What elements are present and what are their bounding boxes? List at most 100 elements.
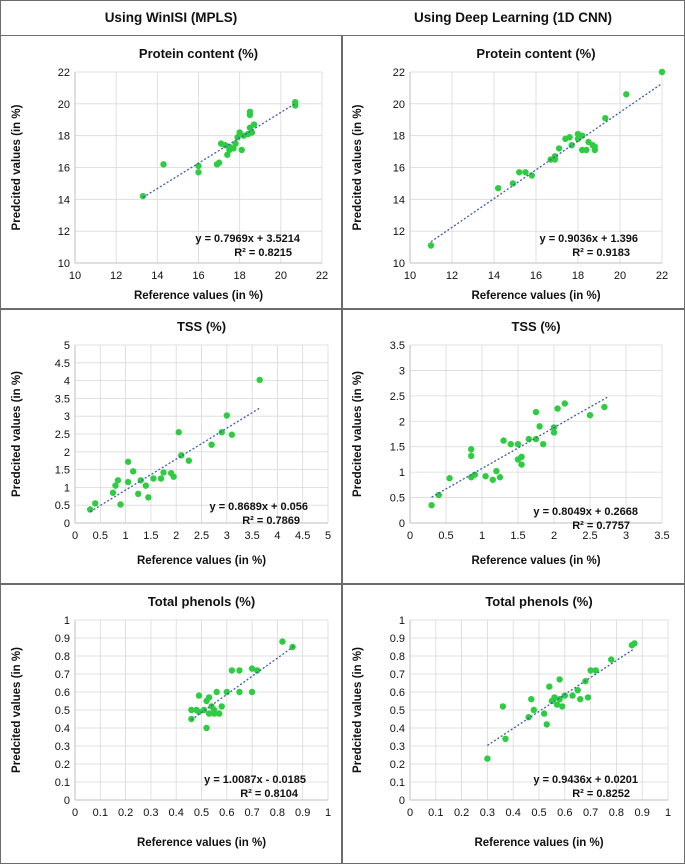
data-point bbox=[536, 423, 543, 430]
x-tick-label: 0.7 bbox=[583, 807, 598, 819]
trendline bbox=[89, 407, 261, 513]
x-tick-label: 1.5 bbox=[143, 530, 158, 542]
y-axis-label: Predcited values (in %) bbox=[11, 647, 23, 773]
x-tick-label: 0.9 bbox=[295, 807, 310, 819]
x-tick-label: 1 bbox=[479, 530, 485, 542]
data-point bbox=[551, 694, 558, 701]
data-point bbox=[591, 143, 598, 151]
data-point bbox=[223, 412, 230, 419]
data-point bbox=[502, 735, 509, 742]
trendline bbox=[430, 83, 663, 243]
x-tick-label: 20 bbox=[614, 270, 626, 282]
data-point bbox=[175, 429, 182, 436]
data-point bbox=[170, 473, 177, 480]
x-tick-label: 22 bbox=[656, 270, 668, 282]
data-point bbox=[584, 694, 592, 701]
data-point bbox=[142, 482, 150, 489]
chart-title: Total phenols (%) bbox=[148, 594, 255, 609]
chart-title: TSS (%) bbox=[177, 319, 226, 334]
x-axis-label: Reference values (in %) bbox=[474, 837, 603, 849]
y-tick-label: 3.5 bbox=[390, 340, 405, 352]
y-axis-label: Predcited values (in %) bbox=[11, 104, 23, 230]
y-tick-label: 0.6 bbox=[390, 687, 405, 699]
y-tick-label: 14 bbox=[58, 194, 70, 206]
y-tick-label: 1.5 bbox=[390, 442, 405, 454]
chart-protein-mpls: 10 12 14 16 18 20 22 10 12 14 16 18 20 22 Protein cont… bbox=[11, 46, 328, 302]
data-point bbox=[496, 474, 504, 481]
x-tick-label: 0.2 bbox=[454, 807, 469, 819]
data-point bbox=[507, 440, 514, 448]
y-tick-label: 1 bbox=[399, 615, 405, 627]
y-tick-label: 0.1 bbox=[55, 777, 70, 789]
chart-title: Total phenols (%) bbox=[485, 594, 592, 609]
x-tick-label: 16 bbox=[192, 270, 204, 282]
x-tick-label: 1 bbox=[123, 530, 129, 542]
trendline bbox=[142, 103, 296, 198]
x-axis-label: Reference values (in %) bbox=[137, 837, 266, 849]
data-point bbox=[210, 710, 218, 717]
chart-phenols-cnn: 0 0.1 0.2 0.3 0.4 0.5 0.6 0.7 0.8 0.9 1 0 0.1 0.2 0.3 0… bbox=[352, 594, 671, 849]
data-point bbox=[203, 724, 210, 732]
data-point bbox=[631, 640, 638, 647]
x-tick-label: 0 bbox=[407, 807, 413, 819]
chart-tss-cnn: 0 0.5 1 1.5 2 2.5 3 3.5 0 0.5 1 1.5 2 2.5 3 3.5 TSS (%) R… bbox=[352, 319, 670, 567]
x-tick-label: 4 bbox=[274, 530, 280, 542]
data-point bbox=[583, 146, 590, 154]
data-point bbox=[135, 490, 142, 498]
data-point bbox=[516, 169, 523, 176]
data-point bbox=[499, 703, 507, 710]
data-point bbox=[608, 656, 615, 663]
data-point bbox=[238, 146, 245, 154]
data-point bbox=[114, 477, 122, 484]
data-point bbox=[139, 192, 147, 200]
data-point bbox=[216, 710, 223, 717]
y-tick-label: 0.5 bbox=[55, 500, 70, 512]
chart-tss-mpls: 0 0.5 1 1.5 2 2.5 3 3.5 4 4.5 5 0 0.5 1 1.5 2 2.5 3 3.5 4 4.… bbox=[11, 319, 331, 567]
x-tick-label: 5 bbox=[325, 530, 331, 542]
data-point bbox=[157, 475, 165, 482]
data-point bbox=[195, 692, 203, 699]
y-tick-label: 14 bbox=[393, 194, 405, 206]
x-axis-label: Reference values (in %) bbox=[471, 290, 600, 302]
data-point bbox=[555, 145, 563, 152]
y-tick-label: 0 bbox=[64, 795, 70, 807]
y-tick-label: 2.5 bbox=[55, 429, 70, 441]
y-tick-label: 1 bbox=[64, 482, 70, 494]
y-tick-label: 0.7 bbox=[390, 669, 405, 681]
header-right: Using Deep Learning (1D CNN) bbox=[413, 10, 613, 25]
data-point bbox=[248, 129, 256, 136]
r-squared: R² = 0.8252 bbox=[572, 788, 630, 800]
x-tick-label: 2.5 bbox=[194, 530, 209, 542]
y-tick-label: 0.8 bbox=[55, 651, 70, 663]
x-tick-label: 1 bbox=[325, 807, 331, 819]
data-point bbox=[561, 692, 568, 699]
x-tick-label: 18 bbox=[234, 270, 246, 282]
data-point bbox=[579, 132, 586, 139]
r-squared: R² = 0.8215 bbox=[234, 247, 292, 259]
data-point bbox=[577, 696, 584, 703]
y-tick-label: 16 bbox=[393, 163, 405, 175]
y-axis-label: Predcited values (in %) bbox=[352, 647, 364, 773]
data-point bbox=[428, 502, 435, 509]
data-point bbox=[246, 108, 254, 115]
data-point bbox=[532, 408, 540, 416]
x-tick-label: 14 bbox=[488, 270, 500, 282]
x-tick-label: 0.1 bbox=[428, 807, 443, 819]
x-tick-label: 0.3 bbox=[480, 807, 495, 819]
r-squared: R² = 0.7869 bbox=[242, 515, 300, 527]
y-tick-label: 0 bbox=[399, 795, 405, 807]
data-point bbox=[482, 473, 489, 480]
x-tick-label: 3.5 bbox=[654, 530, 669, 542]
trend-equation: y = 0.7969x + 3.5214 bbox=[195, 233, 300, 245]
y-axis-label: Predcited values (in %) bbox=[352, 104, 364, 230]
data-point bbox=[228, 431, 236, 438]
y-tick-label: 20 bbox=[393, 99, 405, 111]
data-point bbox=[592, 667, 599, 674]
x-tick-label: 0.8 bbox=[270, 807, 285, 819]
y-tick-label: 0.4 bbox=[55, 723, 70, 735]
data-point bbox=[530, 706, 538, 714]
cell-tss-mpls bbox=[0, 308, 343, 585]
x-tick-label: 20 bbox=[275, 270, 287, 282]
x-tick-label: 0 bbox=[407, 530, 413, 542]
